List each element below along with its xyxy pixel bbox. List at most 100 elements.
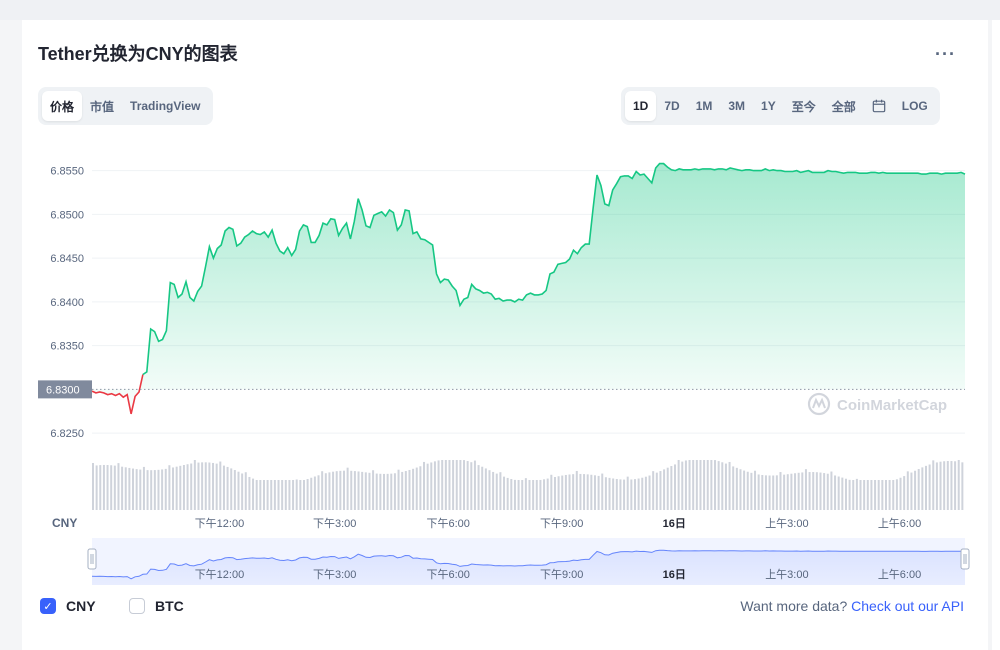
volume-bar [604,477,607,510]
volume-bar [655,472,658,510]
volume-bar [553,476,556,510]
volume-bar [466,461,469,510]
volume-bar [368,472,371,510]
volume-bar [808,472,811,510]
navigator-tick-label: 下午6:00 [426,568,469,581]
baseline-label: 6.8300 [46,384,80,396]
volume-bar [859,480,862,510]
range-7d[interactable]: 7D [664,99,680,113]
price-area [92,163,965,414]
legend-btc-label: BTC [155,598,184,614]
legend-btc[interactable]: BTC [129,598,184,614]
x-tick-label: 16日 [663,517,686,530]
volume-bar [644,476,647,510]
volume-bar [608,477,611,510]
volume-bar [812,472,815,510]
volume-bar [390,473,393,510]
volume-bar [663,469,666,510]
volume-bar [190,463,193,510]
more-options-icon[interactable]: ··· [935,44,956,64]
calendar-icon[interactable] [864,91,894,121]
volume-bar [674,464,677,510]
volume-bar [903,476,906,510]
checkbox-cny[interactable]: ✓ [40,598,56,614]
legend-cny[interactable]: ✓ CNY [40,598,96,614]
volume-bar [208,462,211,510]
range-1d[interactable]: 1D [625,91,657,121]
volume-bar [423,461,426,510]
volume-bar [193,460,196,510]
price-line-down [91,374,144,415]
volume-bar [866,480,869,510]
handle-grip [87,548,97,570]
volume-bar [375,473,378,510]
volume-bar [910,472,913,510]
volume-bar [764,475,767,510]
volume-bar [714,460,717,510]
svg-text:CoinMarketCap: CoinMarketCap [837,397,947,414]
navigator-tick-label: 下午12:00 [195,568,245,581]
volume-bar [426,463,429,510]
volume-bar [495,473,498,510]
navigator-tick-label: 16日 [663,568,686,581]
volume-bars [92,460,964,510]
volume-bar [139,469,142,510]
volume-bar [241,473,244,510]
navigator-right-handle[interactable] [960,548,970,570]
volume-bar [386,473,389,510]
volume-bar [255,480,258,510]
navigator-left-handle[interactable] [87,548,97,570]
range-ytd[interactable]: 至今 [791,99,816,114]
volume-bar [884,480,887,510]
volume-bar [419,466,422,510]
volume-bar [924,465,927,510]
volume-bar [670,466,673,510]
volume-bar [350,470,353,510]
api-link[interactable]: Check out our API [851,598,964,614]
volume-bar [302,480,305,510]
volume-bar [277,480,280,510]
volume-bar [444,460,447,510]
volume-bar [677,460,680,510]
volume-bar [874,480,877,510]
volume-bar [699,460,702,510]
volume-bar [750,472,753,510]
tab-market-cap[interactable]: 市值 [90,99,115,114]
volume-bar [492,471,495,510]
volume-bar [244,472,247,510]
range-1m[interactable]: 1M [695,99,713,113]
volume-bar [295,479,298,510]
volume-bar [601,473,604,510]
volume-bar [237,471,240,510]
x-tick-label: 下午9:00 [540,517,583,530]
y-tick-label: 6.8400 [50,297,84,309]
volume-bar [499,472,502,510]
currency-axis-label: CNY [52,516,77,530]
volume-bar [230,468,233,510]
volume-bar [961,462,964,510]
range-3m[interactable]: 3M [728,99,746,113]
volume-bar [404,471,407,510]
volume-bar [117,463,120,510]
navigator-tick-label: 下午9:00 [540,568,583,581]
tab-tradingview[interactable]: TradingView [130,99,201,113]
log-scale-button[interactable]: LOG [901,99,928,113]
volume-bar [917,469,920,510]
volume-bar [521,480,524,510]
volume-bar [393,473,396,510]
range-1y[interactable]: 1Y [761,99,776,113]
volume-bar [837,476,840,510]
volume-bar [932,460,935,510]
volume-bar [564,474,567,510]
volume-bar [593,475,596,510]
volume-bar [739,469,742,510]
x-tick-label: 下午12:00 [195,517,245,530]
y-tick-label: 6.8450 [50,253,84,265]
range-all[interactable]: 全部 [831,99,856,114]
checkbox-btc[interactable] [129,598,145,614]
tab-price[interactable]: 价格 [42,91,83,121]
volume-bar [364,472,367,510]
volume-bar [801,472,804,510]
volume-bar [346,467,349,510]
volume-bar [433,461,436,510]
